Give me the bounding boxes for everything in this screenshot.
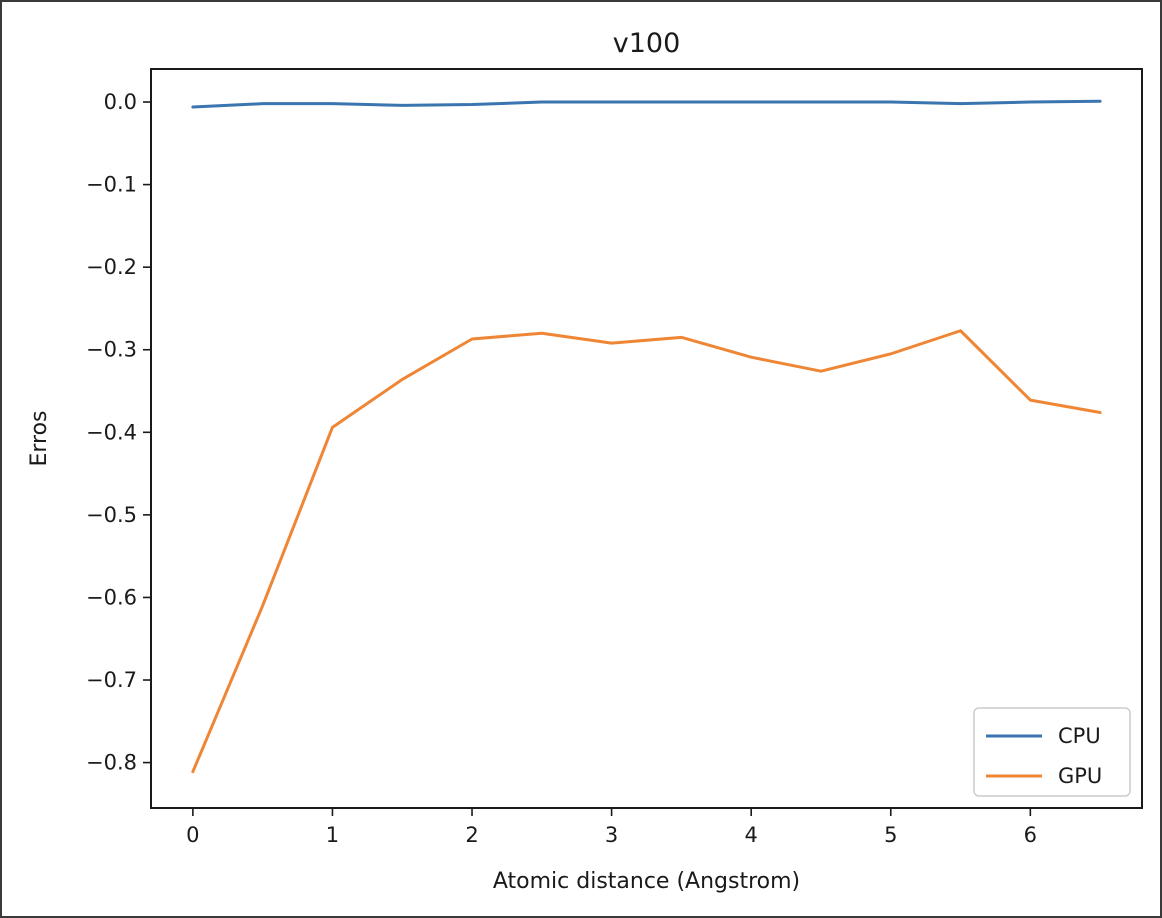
data-point-cpu	[192, 106, 193, 107]
data-point-cpu	[262, 103, 263, 104]
data-point-gpu	[751, 357, 752, 358]
data-point-cpu	[611, 102, 612, 103]
x-tick-label: 0	[186, 823, 199, 847]
x-tick-label: 1	[326, 823, 339, 847]
data-point-gpu	[890, 353, 891, 354]
legend-label-gpu: GPU	[1058, 764, 1102, 788]
legend-label-cpu: CPU	[1058, 724, 1101, 748]
data-point-cpu	[1030, 102, 1031, 103]
data-point-cpu	[332, 103, 333, 104]
series-line-cpu	[191, 99, 1102, 109]
data-point-cpu	[681, 102, 682, 103]
y-axis-label: Erros	[27, 410, 52, 466]
data-point-cpu	[820, 102, 821, 103]
x-tick-label: 4	[744, 823, 757, 847]
y-tick-label: −0.8	[86, 751, 137, 775]
legend-box	[973, 707, 1131, 797]
x-tick-label: 3	[605, 823, 618, 847]
y-tick-label: −0.1	[86, 173, 137, 197]
data-point-gpu	[541, 333, 542, 334]
data-point-gpu	[332, 427, 333, 428]
data-point-cpu	[402, 105, 403, 106]
y-tick-label: −0.4	[86, 420, 137, 444]
x-tick-label: 2	[465, 823, 478, 847]
data-point-gpu	[960, 330, 961, 331]
data-point-cpu	[1100, 101, 1101, 102]
y-axis: 0.0 −0.1 −0.2 −0.3 −0.4 −0.5 −0.6 −0.7 −0.8	[86, 90, 151, 775]
data-point-gpu	[472, 339, 473, 340]
data-point-gpu	[192, 771, 193, 772]
data-point-cpu	[751, 102, 752, 103]
legend: CPU GPU	[973, 707, 1131, 797]
data-point-gpu	[1030, 400, 1031, 401]
x-tick-label: 6	[1024, 823, 1037, 847]
y-tick-label: −0.3	[86, 338, 137, 362]
data-point-gpu	[262, 605, 263, 606]
y-tick-label: −0.6	[86, 585, 137, 609]
data-point-gpu	[611, 343, 612, 344]
series-line-gpu	[191, 329, 1102, 774]
data-point-gpu	[681, 337, 682, 338]
series-layer	[191, 99, 1102, 774]
data-point-cpu	[890, 102, 891, 103]
y-tick-label: 0.0	[104, 90, 137, 114]
data-point-gpu	[402, 379, 403, 380]
x-axis: 0 1 2 3 4 5 6	[186, 808, 1037, 847]
x-axis-label: Atomic distance (Angstrom)	[493, 869, 800, 894]
y-tick-label: −0.5	[86, 503, 137, 527]
chart-title: v100	[613, 28, 681, 59]
y-tick-label: −0.2	[86, 255, 137, 279]
data-point-gpu	[820, 371, 821, 372]
y-tick-label: −0.7	[86, 668, 137, 692]
x-tick-label: 5	[884, 823, 897, 847]
data-point-cpu	[472, 104, 473, 105]
data-point-cpu	[960, 103, 961, 104]
data-point-cpu	[541, 102, 542, 103]
data-point-gpu	[1100, 412, 1101, 413]
plot-area	[150, 68, 1143, 809]
